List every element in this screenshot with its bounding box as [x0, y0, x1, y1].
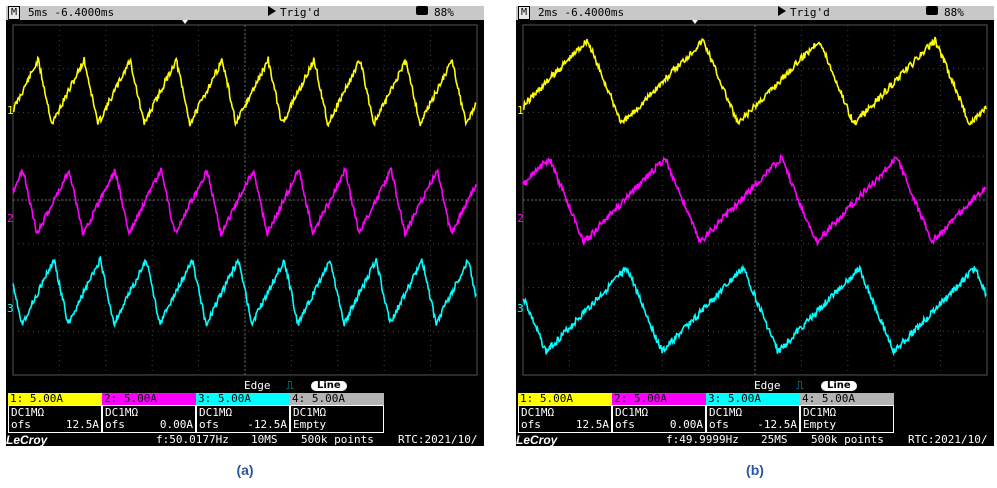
record-length: 500k points: [301, 433, 374, 446]
info-panel: Edge ⎍ Line 1: 5.00A 2: 5.00A 3: 5.00A 4…: [6, 380, 484, 446]
ch3-coupling: DC1MΩ: [709, 406, 743, 419]
waveform-display: 1 2 3: [517, 20, 988, 376]
ch1-ofs-label: ofs: [11, 418, 31, 431]
graticule: [522, 20, 988, 376]
ch2-label[interactable]: 2: 5.00A: [102, 393, 196, 405]
ch1-marker: 1: [7, 104, 14, 117]
battery-icon: [926, 6, 938, 15]
ch2-offset: 0.00A: [159, 418, 193, 431]
record-length: 500k points: [811, 433, 884, 446]
ch2-waveform: [522, 153, 987, 247]
ch3-ofs-label: ofs: [199, 418, 219, 431]
frequency-readout: f:49.9999Hz: [666, 433, 739, 446]
ch4-status: Empty: [803, 418, 837, 431]
ch1-waveform: [12, 55, 477, 128]
ch2-offset: 0.00A: [669, 418, 703, 431]
ch1-ofs-label: ofs: [521, 418, 541, 431]
waveform-display: 1 2 3: [7, 20, 478, 376]
ch3-label[interactable]: 3: 5.00A: [196, 393, 290, 405]
graticule: [12, 20, 478, 376]
ch2-settings: DC1MΩ ofs 0.00A: [612, 405, 706, 433]
ch3-waveform: [522, 263, 987, 357]
ch3-offset: -12.5A: [757, 418, 797, 431]
ch3-marker: 3: [7, 302, 14, 315]
battery-level: 88%: [944, 6, 964, 19]
rtc-clock: RTC:2021/10/: [398, 433, 478, 446]
battery-level: 88%: [434, 6, 454, 19]
trigger-status: Trig'd: [280, 6, 320, 19]
status-bar: M 2ms -6.4000ms Trig'd 88%: [516, 6, 994, 20]
ch2-waveform: [12, 166, 477, 238]
ch3-settings: DC1MΩ ofs -12.5A: [196, 405, 290, 433]
info-panel: Edge ⎍ Line 1: 5.00A 2: 5.00A 3: 5.00A 4…: [516, 380, 994, 446]
ch3-coupling: DC1MΩ: [199, 406, 233, 419]
ch4-settings: DC1MΩ Empty: [800, 405, 894, 433]
trigger-source-button[interactable]: Line: [311, 381, 347, 391]
ch3-ofs-label: ofs: [709, 418, 729, 431]
ch2-marker: 2: [517, 212, 524, 225]
ch4-label[interactable]: 4: 5.00A: [800, 393, 894, 405]
ch1-coupling: DC1MΩ: [11, 406, 45, 419]
sample-rate: 25MS: [761, 433, 788, 446]
waveforms: [522, 36, 987, 357]
ch2-settings: DC1MΩ ofs 0.00A: [102, 405, 196, 433]
ch4-settings: DC1MΩ Empty: [290, 405, 384, 433]
ch1-offset: 12.5A: [575, 418, 609, 431]
ch2-ofs-label: ofs: [105, 418, 125, 431]
brand-logo: LeCroy: [516, 433, 558, 447]
mode-indicator: M: [518, 6, 530, 20]
rising-edge-icon: ⎍: [796, 379, 804, 392]
ch1-marker: 1: [517, 104, 524, 117]
battery-icon: [416, 6, 428, 15]
brand-logo: LeCroy: [6, 433, 48, 447]
ch3-waveform: [12, 255, 477, 329]
channel-markers: 1 2 3: [7, 104, 14, 315]
ch3-marker: 3: [517, 302, 524, 315]
waveforms: [12, 55, 477, 329]
ch4-coupling: DC1MΩ: [803, 406, 837, 419]
trigger-type: Edge: [244, 379, 271, 392]
ch2-label[interactable]: 2: 5.00A: [612, 393, 706, 405]
rising-edge-icon: ⎍: [286, 379, 294, 392]
rtc-clock: RTC:2021/10/: [908, 433, 988, 446]
ch1-waveform: [522, 36, 987, 126]
ch4-status: Empty: [293, 418, 327, 431]
ch2-ofs-label: ofs: [615, 418, 635, 431]
trigger-status: Trig'd: [790, 6, 830, 19]
trigger-arrow-icon: [268, 6, 276, 16]
frequency-readout: f:50.0177Hz: [156, 433, 229, 446]
ch1-label[interactable]: 1: 5.00A: [8, 393, 102, 405]
ch1-label[interactable]: 1: 5.00A: [518, 393, 612, 405]
timebase-readout: 2ms -6.4000ms: [538, 6, 625, 19]
trigger-type: Edge: [754, 379, 781, 392]
caption-b: (b): [746, 462, 764, 478]
trigger-source-button[interactable]: Line: [821, 381, 857, 391]
oscilloscope-screen-b: M 2ms -6.4000ms Trig'd 88% 1 2 3 Edge ⎍ …: [516, 6, 994, 446]
ch1-settings: DC1MΩ ofs 12.5A: [518, 405, 612, 433]
oscilloscope-screen-a: M 5ms -6.4000ms Trig'd 88% 1 2 3 Edge ⎍ …: [6, 6, 484, 446]
channel-markers: 1 2 3: [517, 104, 524, 315]
mode-indicator: M: [8, 6, 20, 20]
ch1-coupling: DC1MΩ: [521, 406, 555, 419]
ch2-coupling: DC1MΩ: [105, 406, 139, 419]
sample-rate: 10MS: [251, 433, 278, 446]
ch2-marker: 2: [7, 212, 14, 225]
ch3-offset: -12.5A: [247, 418, 287, 431]
ch1-offset: 12.5A: [65, 418, 99, 431]
ch3-label[interactable]: 3: 5.00A: [706, 393, 800, 405]
ch4-label[interactable]: 4: 5.00A: [290, 393, 384, 405]
timebase-readout: 5ms -6.4000ms: [28, 6, 115, 19]
caption-a: (a): [236, 462, 254, 478]
ch4-coupling: DC1MΩ: [293, 406, 327, 419]
trigger-arrow-icon: [778, 6, 786, 16]
ch1-settings: DC1MΩ ofs 12.5A: [8, 405, 102, 433]
ch3-settings: DC1MΩ ofs -12.5A: [706, 405, 800, 433]
ch2-coupling: DC1MΩ: [615, 406, 649, 419]
status-bar: M 5ms -6.4000ms Trig'd 88%: [6, 6, 484, 20]
